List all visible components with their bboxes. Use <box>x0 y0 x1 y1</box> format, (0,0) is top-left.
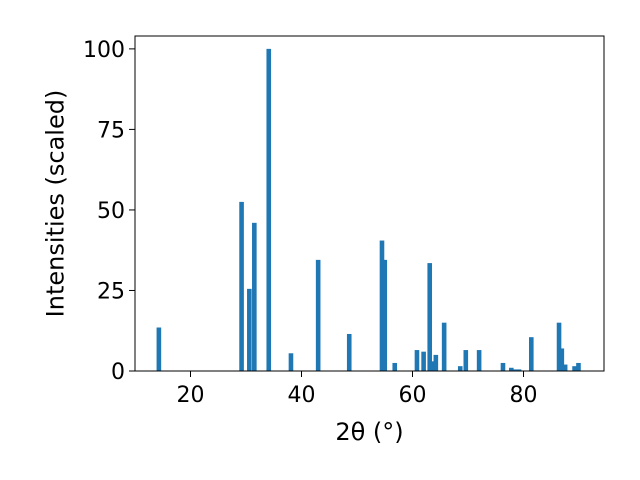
bar <box>252 222 257 371</box>
bar <box>556 322 562 371</box>
x-axis-ticks: 20 40 60 80 <box>177 371 538 408</box>
bar <box>433 354 439 371</box>
bar <box>266 48 272 371</box>
y-tick-label: 100 <box>83 38 125 63</box>
bar <box>288 353 294 371</box>
bar <box>457 366 463 371</box>
bar <box>427 263 433 371</box>
bar <box>562 364 568 371</box>
bar <box>512 369 517 371</box>
bar <box>500 362 506 371</box>
bar <box>516 369 522 371</box>
bar <box>441 322 447 371</box>
plot-frame <box>134 35 605 372</box>
bar <box>379 240 385 371</box>
bar <box>156 327 162 371</box>
bar <box>315 259 321 371</box>
bar <box>239 201 244 371</box>
bar <box>572 366 577 371</box>
y-tick-label: 0 <box>111 360 125 385</box>
x-tick-label: 60 <box>399 383 427 408</box>
x-tick-label: 40 <box>288 383 316 408</box>
bar <box>382 259 388 371</box>
bar <box>392 362 398 371</box>
bar <box>346 333 352 371</box>
x-tick-label: 80 <box>510 383 538 408</box>
x-tick-label: 20 <box>177 383 205 408</box>
y-axis-ticks: 0 25 50 75 100 <box>83 38 135 385</box>
bar <box>463 350 469 371</box>
bar <box>528 337 534 371</box>
x-axis-label: 2θ (°) <box>335 418 403 446</box>
bars-group <box>156 48 581 371</box>
bar <box>509 367 514 371</box>
y-tick-label: 75 <box>97 118 125 143</box>
y-axis-label: Intensities (scaled) <box>41 90 69 318</box>
bar <box>476 350 482 371</box>
bar <box>559 348 565 371</box>
y-tick-label: 25 <box>97 279 125 304</box>
bar <box>414 350 420 371</box>
bar <box>421 351 426 371</box>
bar <box>576 362 581 371</box>
y-tick-label: 50 <box>97 199 125 224</box>
bar <box>247 288 252 371</box>
bar <box>430 361 435 371</box>
